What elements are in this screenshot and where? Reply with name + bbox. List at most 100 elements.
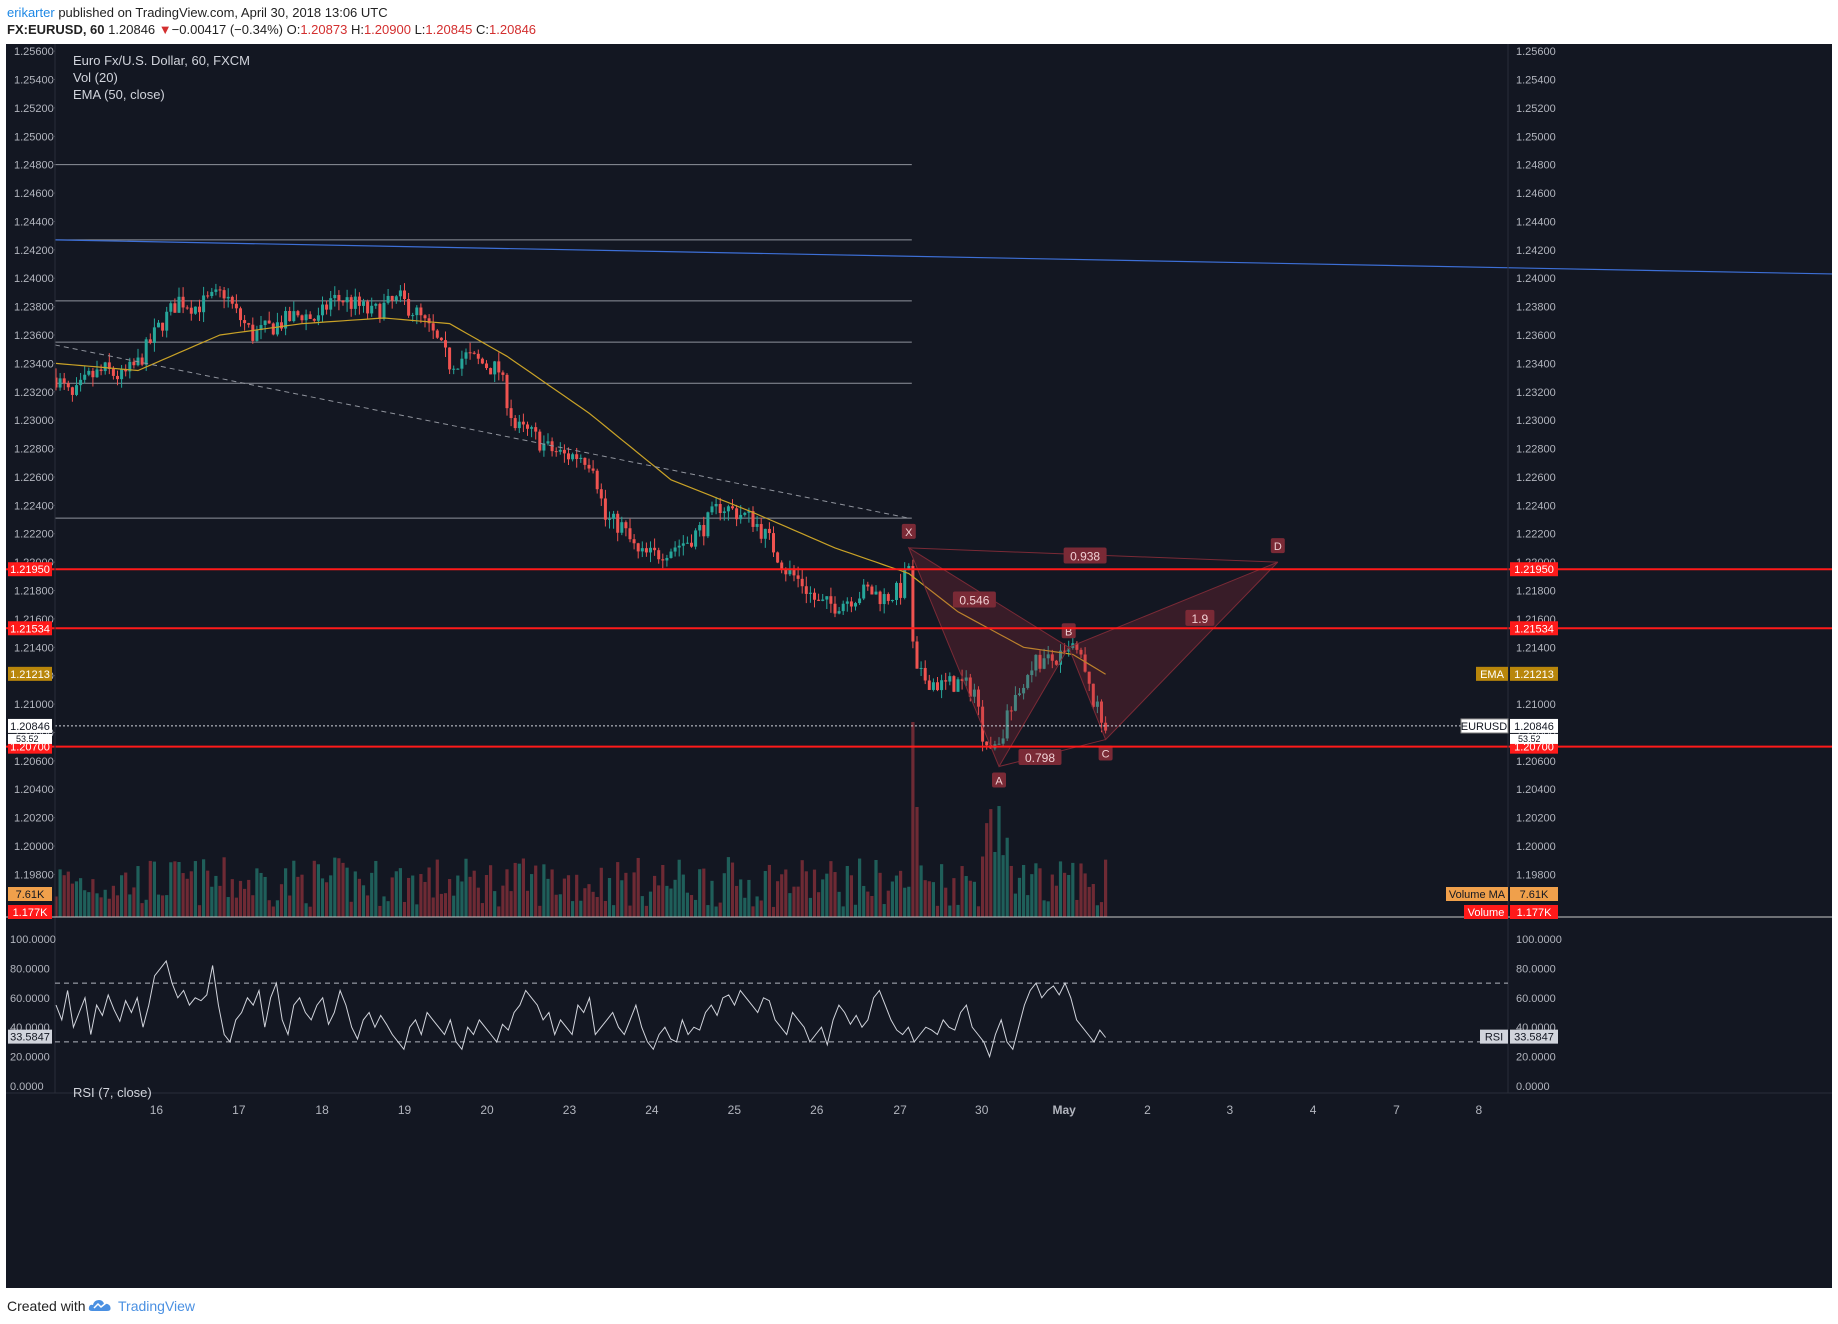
volume-bar <box>858 858 862 917</box>
legend-vol: Vol (20) <box>73 70 118 85</box>
tradingview-brand-link[interactable]: TradingView <box>118 1298 196 1314</box>
volume-bar <box>115 895 120 917</box>
candle-body <box>206 295 210 297</box>
candle-body <box>726 506 730 512</box>
volume-bar <box>144 899 148 917</box>
hidden-value-left-bg <box>8 733 52 744</box>
rsi-line <box>55 959 1106 1059</box>
volume-bar <box>161 895 165 917</box>
candle-body <box>591 468 595 471</box>
y-tick-left: 1.20200 <box>14 813 54 825</box>
candle-body <box>1005 710 1009 739</box>
candle-body <box>968 677 972 697</box>
candle-body <box>1018 693 1021 695</box>
volume-bar <box>558 894 562 917</box>
candle-body <box>1009 710 1013 712</box>
volume-bar <box>759 900 763 917</box>
candle-body <box>739 514 743 520</box>
volume-bar <box>1009 865 1013 917</box>
volume-bar <box>296 876 300 917</box>
rsi-tick-right: 40.0000 <box>1516 1022 1556 1034</box>
legend-title: Euro Fx/U.S. Dollar, 60, FXCM <box>73 53 250 68</box>
candle-body <box>485 363 488 369</box>
volume-bar <box>989 809 993 917</box>
volume-bar <box>591 891 595 917</box>
candle-body <box>464 352 468 359</box>
x-tick-label: 24 <box>645 1103 659 1117</box>
volume-bar <box>247 879 251 917</box>
last-price-right-bg <box>1510 718 1558 733</box>
volume-bar <box>968 880 972 917</box>
volume-bar <box>419 874 423 917</box>
candle-body <box>177 296 181 313</box>
x-tick-label: 16 <box>150 1103 164 1117</box>
y-tick-left: 1.24600 <box>14 188 54 200</box>
candle-body <box>198 306 201 313</box>
y-tick-right: 1.20400 <box>1516 784 1556 796</box>
rsi-tick-right: 20.0000 <box>1516 1052 1556 1064</box>
author-link[interactable]: erikarter <box>7 5 55 20</box>
volume-bar <box>505 869 509 917</box>
y-tick-left: 1.22800 <box>14 444 54 456</box>
volume-bar <box>120 875 124 917</box>
last-price-left: 1.20846 <box>10 721 50 733</box>
volume-bar <box>439 893 443 917</box>
y-tick-right: 1.24800 <box>1516 160 1556 172</box>
y-tick-left: 1.20000 <box>14 841 54 853</box>
candle-body <box>173 303 177 313</box>
volume-bar <box>1022 864 1026 917</box>
pattern-point-badge <box>901 523 916 539</box>
candle-body <box>222 290 226 299</box>
volume-bar <box>694 899 698 917</box>
x-tick-label: 23 <box>563 1103 577 1117</box>
volume-ma-right: 7.61K <box>1520 889 1549 901</box>
volume-bar <box>1030 874 1034 917</box>
volume-bar <box>210 886 214 917</box>
candle-body <box>878 591 882 605</box>
volume-bar <box>825 873 829 917</box>
volume-bar <box>1017 877 1022 917</box>
candle-body <box>398 290 402 297</box>
volume-bar <box>550 869 554 917</box>
candle-body <box>239 308 242 321</box>
ratio-badge <box>1063 547 1107 564</box>
volume-bar <box>579 900 583 917</box>
volume-bar <box>673 879 677 917</box>
candle-body <box>882 594 886 605</box>
candle-body <box>165 311 169 331</box>
volume-bar <box>62 875 66 917</box>
y-tick-right: 1.24400 <box>1516 216 1556 228</box>
ema-path <box>55 317 1106 675</box>
y-tick-left: 1.19800 <box>14 869 54 881</box>
low-label: L: <box>414 22 426 37</box>
y-tick-right: 1.20200 <box>1516 813 1556 825</box>
candle-body <box>936 682 939 691</box>
last-price-right: 1.20846 <box>1514 721 1554 733</box>
candle-body <box>837 611 841 614</box>
volume-bar <box>632 872 636 917</box>
tradingview-cloud-icon[interactable] <box>88 1297 112 1313</box>
volume-bar <box>948 905 952 917</box>
candle-body <box>415 307 419 316</box>
volume-bar <box>1001 855 1005 917</box>
volume-bar <box>476 887 480 917</box>
candle-body <box>304 314 308 321</box>
ema-label-left-bg <box>8 666 52 681</box>
candle-body <box>776 552 780 563</box>
volume-bar <box>583 888 587 917</box>
volume-bar <box>238 880 243 917</box>
candle-body <box>767 528 771 534</box>
candle-body <box>985 741 989 746</box>
volume-bar <box>853 904 858 917</box>
y-tick-left: 1.21000 <box>14 699 54 711</box>
y-tick-right: 1.20000 <box>1516 841 1556 853</box>
candle-body <box>214 289 218 292</box>
chart-container[interactable]: X A B C D 0.546 0.798 1.9 0.938 1.25600 1.25600 1.… <box>6 44 1833 1288</box>
dashed-trendline <box>54 344 909 519</box>
hidden-value-right-bg <box>1510 733 1558 744</box>
volume-bar <box>337 858 341 917</box>
candle-body <box>513 418 517 429</box>
candle-body <box>661 559 665 561</box>
candle-body <box>952 676 956 692</box>
